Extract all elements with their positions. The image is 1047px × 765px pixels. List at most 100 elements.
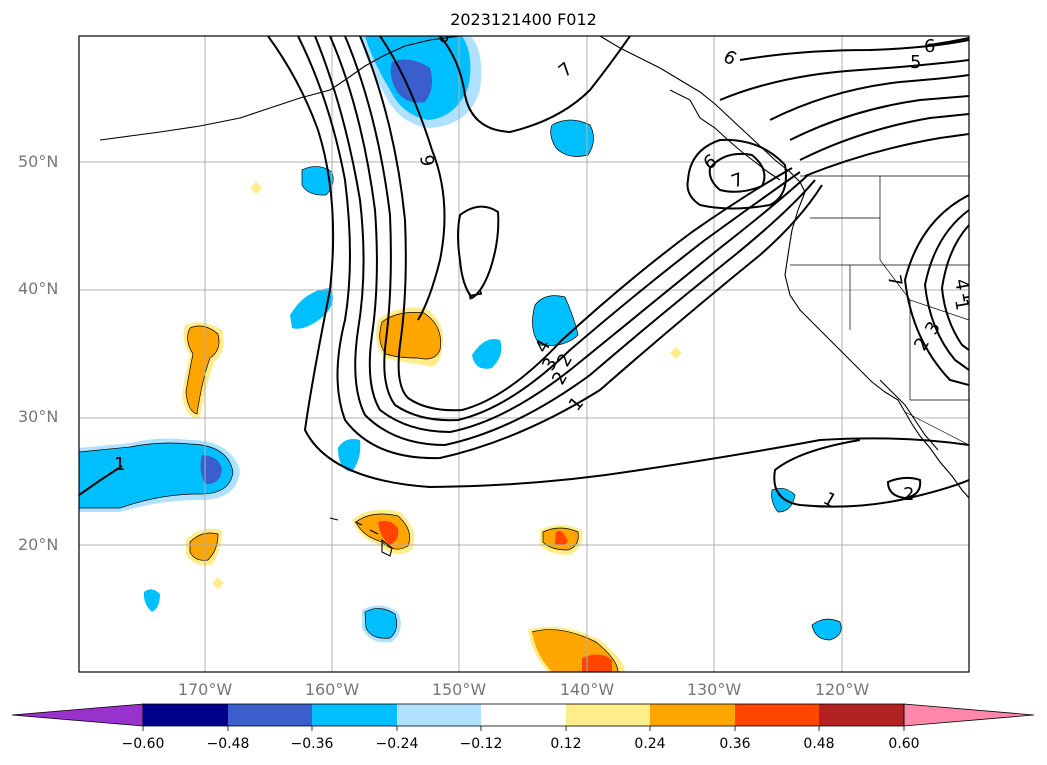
contour-7-low [708,152,766,193]
contour-east-4 [789,95,969,141]
hawaii-islands [329,517,393,557]
orange-patch-west-south [190,533,218,561]
contour-label: 7 [883,273,906,288]
contour-label: 7 [555,58,577,81]
colorbar-label-3: −0.36 [290,736,334,752]
contour-label: 6 [924,36,935,57]
lon-label-130w: 130°W [686,680,742,699]
contour-label: 5 [910,52,921,73]
contour-6-low [686,138,787,210]
blue-patch-mid3 [338,439,361,472]
colorbar-swatch-9 [819,704,904,726]
blue-patch-north [550,120,594,157]
contour-trough-3 [329,36,809,434]
yellow-dot-1 [250,182,262,194]
blue-patch-southeast [812,619,842,640]
red-patch-south [582,654,612,672]
colorbar-label-2: −0.48 [206,736,250,752]
red-patch-hawaii [378,520,399,545]
contour-label: 2 [910,334,934,354]
contour-label: 1 [957,289,980,304]
state-lines [790,176,969,401]
contour-label: 1 [950,297,973,312]
lat-label-40n: 40°N [18,279,59,298]
colorbar-swatch-4 [397,704,481,726]
contour-label: 4 [950,277,973,292]
contour-label: 9 [415,153,438,168]
contour-label: 6 [438,26,449,47]
colorbar-swatch-2 [228,704,312,726]
lat-label-50n: 50°N [18,152,59,171]
map-title: 2023121400 F012 [450,10,597,29]
blue-patch-west-big [79,443,233,508]
contour-east-3 [769,74,969,121]
colorbar-label-5: −0.12 [459,736,503,752]
contour-label: 6 [720,46,740,70]
blue-patch-mid2 [472,339,502,369]
contour-top-6 [929,37,969,46]
baja-coast [879,379,939,451]
contour-south-2 [886,476,922,500]
map-frame [78,35,970,673]
shaded-anomalies [79,36,842,672]
contour-east-1 [739,39,969,61]
blue-dark-patch-west [200,455,222,485]
contour-south-east [773,439,969,508]
lon-label-120w: 120°W [814,680,870,699]
us-west-coast [784,191,969,499]
alaska-panhandle [599,36,806,193]
contour-east-5 [799,113,969,161]
lat-label-30n: 30°N [18,407,59,426]
contour-7-ridge [439,36,631,134]
contour-west-1 [79,465,123,496]
contour-lines [79,36,969,508]
contour-east-low-2 [923,209,969,371]
contour-closed-low [457,205,500,300]
colorbar-swatch-6 [566,704,650,726]
colorbar-frame [142,703,905,727]
mexico-border [904,411,969,446]
colorbar-label-6: 0.12 [550,736,582,752]
shade-outlines [79,119,842,672]
colorbar-swatch-3 [312,704,397,726]
blue-patch-mid1 [532,295,578,346]
contour-trough-1 [297,36,823,460]
bc-coast-islands [669,89,781,181]
colorbar-label-8: 0.36 [719,736,751,752]
red-patch-mid-south [555,531,568,546]
contour-trough-4 [344,36,801,422]
yellow-dot-2 [212,577,224,589]
colorbar-swatch-1 [143,704,228,726]
lon-label-140w: 140°W [559,680,615,699]
blue-patch-east [771,488,795,512]
blue-patch-south [365,608,397,639]
alaska-coast [99,36,461,141]
lat-label-20n: 20°N [18,535,59,554]
colorbar-label-7: 0.24 [634,736,666,752]
colorbar-label-10: 0.60 [888,736,920,752]
map-canvas: 6 6 5 7 6 9 6 7 1 7 1 2 3 4 2 1 1 2 1 2 … [79,26,980,672]
contour-label: 2 [903,484,914,505]
contour-trough-5 [359,36,793,412]
colorbar-label-4: −0.24 [375,736,419,752]
contour-east-low-1 [903,194,969,386]
contour-east-low-3 [940,224,969,351]
orange-patch-west [186,326,219,414]
colorbar-label-9: 0.48 [803,736,835,752]
blue-patch-southwest [143,589,160,612]
yellow-dot-3 [670,347,682,359]
gridlines [79,36,969,672]
lon-label-150w: 150°W [431,680,487,699]
contour-trough-outer [267,36,969,489]
colorbar-label-1: −0.60 [121,736,165,752]
contour-trough-2 [314,36,816,447]
lon-label-170w: 170°W [177,680,233,699]
contour-9 [379,36,446,321]
contour-label: 1 [114,454,125,475]
colorbar-swatch-5 [481,704,566,726]
colorbar-extend-low [11,703,144,727]
contour-label: 1 [565,393,588,415]
colorbar-swatch-7 [650,704,735,726]
blue-patch-west2 [290,288,334,329]
